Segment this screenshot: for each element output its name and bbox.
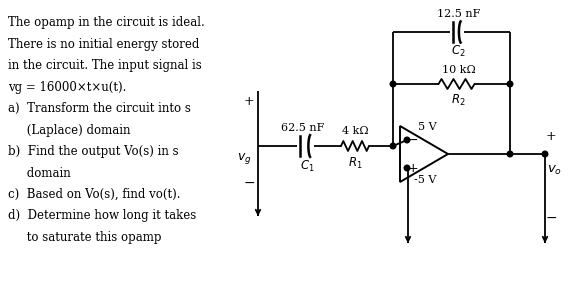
Text: domain: domain: [8, 166, 71, 180]
Text: $v_o$: $v_o$: [547, 163, 563, 177]
Text: −: −: [243, 176, 255, 190]
Circle shape: [390, 81, 396, 87]
Text: $R_1$: $R_1$: [348, 156, 362, 171]
Text: $v_g$: $v_g$: [237, 151, 251, 166]
Text: vg = 16000×t×u(t).: vg = 16000×t×u(t).: [8, 81, 126, 93]
Text: $+$: $+$: [407, 161, 418, 175]
Text: There is no initial energy stored: There is no initial energy stored: [8, 38, 199, 51]
Circle shape: [404, 165, 410, 171]
Text: c)  Based on Vo(s), find vo(t).: c) Based on Vo(s), find vo(t).: [8, 188, 181, 201]
Text: 10 kΩ: 10 kΩ: [442, 65, 475, 75]
Circle shape: [404, 137, 410, 143]
Circle shape: [390, 143, 396, 149]
Text: to saturate this opamp: to saturate this opamp: [8, 231, 162, 244]
Text: The opamp in the circuit is ideal.: The opamp in the circuit is ideal.: [8, 16, 205, 29]
Text: b)  Find the output Vo(s) in s: b) Find the output Vo(s) in s: [8, 145, 179, 158]
Text: 4 kΩ: 4 kΩ: [342, 126, 368, 136]
Text: $-$: $-$: [407, 133, 418, 146]
Text: −: −: [545, 211, 557, 225]
Text: +: +: [546, 129, 556, 143]
Text: $R_2$: $R_2$: [451, 93, 466, 108]
Text: -5 V: -5 V: [414, 175, 436, 185]
Text: in the circuit. The input signal is: in the circuit. The input signal is: [8, 59, 202, 72]
Text: +: +: [243, 95, 255, 108]
Circle shape: [542, 151, 548, 157]
Text: 62.5 nF: 62.5 nF: [281, 123, 325, 133]
Circle shape: [507, 81, 513, 87]
Text: 12.5 nF: 12.5 nF: [437, 9, 480, 19]
Text: $C_2$: $C_2$: [451, 44, 466, 59]
Text: a)  Transform the circuit into s: a) Transform the circuit into s: [8, 102, 191, 115]
Text: 5 V: 5 V: [418, 122, 437, 132]
Circle shape: [507, 151, 513, 157]
Text: (Laplace) domain: (Laplace) domain: [8, 123, 131, 136]
Text: d)  Determine how long it takes: d) Determine how long it takes: [8, 210, 196, 223]
Text: $C_1$: $C_1$: [300, 159, 315, 174]
